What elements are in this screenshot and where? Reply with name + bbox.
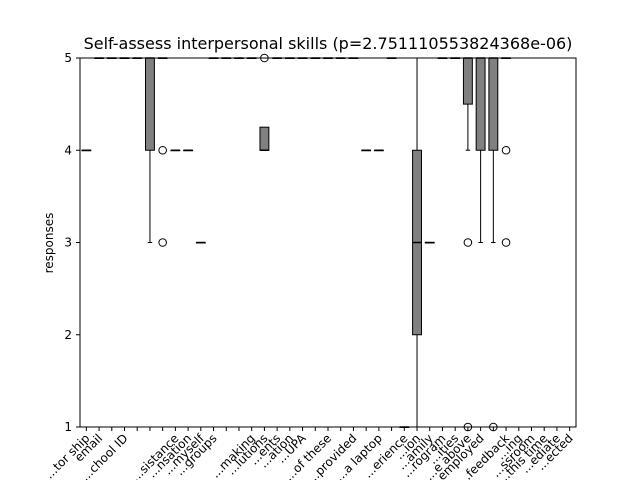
y-tick-label: 2 (64, 328, 72, 342)
box (259, 126, 270, 151)
outlier-point (463, 238, 473, 247)
y-tick-label: 4 (64, 143, 72, 157)
outlier-point (158, 145, 167, 155)
y-axis-label: responses (42, 213, 56, 274)
y-tick-label: 5 (64, 51, 72, 65)
outlier-point (158, 238, 167, 247)
y-tick-label: 3 (64, 236, 72, 250)
box (475, 57, 486, 151)
y-tick-label: 1 (64, 420, 72, 434)
box (144, 57, 155, 151)
box (488, 57, 499, 151)
outlier-point (501, 238, 511, 247)
outlier-point (501, 145, 511, 155)
box (462, 57, 473, 105)
chart-title: Self-assess interpersonal skills (p=2.75… (84, 34, 573, 53)
